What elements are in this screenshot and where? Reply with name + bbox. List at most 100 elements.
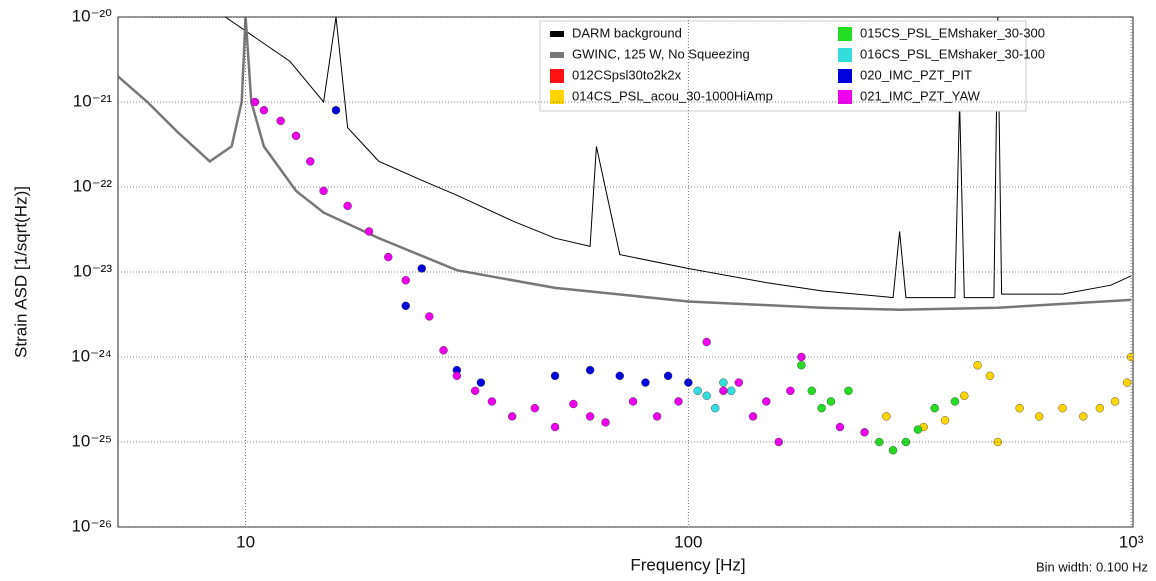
scatter-point bbox=[702, 391, 711, 400]
legend-swatch bbox=[838, 69, 852, 83]
scatter-point bbox=[306, 157, 315, 166]
scatter-point bbox=[719, 386, 728, 396]
scatter-point bbox=[641, 378, 650, 387]
scatter-point bbox=[940, 416, 950, 425]
scatter-point bbox=[487, 397, 497, 406]
scatter-point bbox=[835, 422, 845, 432]
scatter-point bbox=[663, 371, 673, 381]
scatter-point bbox=[452, 371, 462, 381]
legend-label: 012CSpsl30to2k2x bbox=[572, 67, 682, 82]
series-line bbox=[118, 17, 1132, 311]
scatter-point bbox=[719, 378, 728, 387]
scatter-point bbox=[476, 378, 486, 387]
scatter-point bbox=[1034, 412, 1044, 421]
scatter-point bbox=[364, 227, 374, 236]
legend-label: 021_IMC_PZT_YAW bbox=[860, 88, 981, 103]
scatter-point bbox=[585, 365, 595, 375]
scatter-point bbox=[860, 428, 869, 437]
scatter-point bbox=[1058, 403, 1067, 413]
scatter-point bbox=[1015, 403, 1024, 413]
scatter-point bbox=[319, 186, 328, 196]
scatter-point bbox=[786, 386, 795, 396]
scatter-point bbox=[250, 97, 260, 107]
scatter-point bbox=[601, 418, 610, 427]
scatter-point bbox=[401, 301, 410, 311]
legend-label: 014CS_PSL_acou_30-1000HiAmp bbox=[572, 88, 773, 103]
scatter-point bbox=[888, 446, 898, 455]
y-tick-label: 10⁻²⁵ bbox=[71, 431, 112, 450]
y-tick-label: 10⁻²³ bbox=[73, 261, 113, 280]
scatter-point bbox=[259, 106, 269, 115]
scatter-point bbox=[960, 391, 969, 400]
legend-label: GWINC, 125 W, No Squeezing bbox=[572, 46, 750, 61]
legend-label: 020_IMC_PZT_PIT bbox=[860, 67, 972, 82]
scatter-point bbox=[817, 403, 826, 413]
scatter-point bbox=[291, 131, 301, 141]
scatter-point bbox=[276, 116, 285, 126]
scatter-point bbox=[727, 386, 736, 396]
y-tick-label: 10⁻²¹ bbox=[73, 91, 113, 110]
scatter-point bbox=[507, 412, 517, 421]
scatter-point bbox=[882, 412, 891, 421]
legend-swatch bbox=[550, 52, 564, 58]
scatter-point bbox=[693, 386, 702, 396]
legend-label: 015CS_PSL_EMshaker_30-300 bbox=[860, 25, 1045, 40]
series-line bbox=[147, 17, 1132, 299]
y-axis-label: Strain ASD [1/sqrt(Hz)] bbox=[11, 186, 30, 358]
legend: DARM background GWINC, 125 W, No Squeezin… bbox=[539, 20, 1045, 112]
scatter-point bbox=[652, 412, 662, 421]
y-tick-label: 10⁻²⁶ bbox=[71, 516, 112, 535]
scatter-point bbox=[425, 312, 434, 321]
legend-label: 016CS_PSL_EMshaker_30-100 bbox=[860, 46, 1045, 61]
legend-label: DARM background bbox=[572, 25, 682, 40]
scatter-point bbox=[684, 378, 693, 387]
scatter-point bbox=[930, 403, 939, 413]
scatter-point bbox=[844, 386, 853, 396]
scatter-point bbox=[807, 386, 816, 396]
y-tick-label: 10⁻²² bbox=[73, 176, 113, 195]
scatter-point bbox=[797, 361, 806, 370]
scatter-point bbox=[331, 106, 341, 115]
x-tick-label: 10³ bbox=[1119, 532, 1144, 551]
scatter-point bbox=[901, 437, 911, 447]
x-tick-label: 100 bbox=[674, 532, 702, 551]
scatter-point bbox=[1095, 403, 1105, 413]
scatter-point bbox=[470, 386, 480, 396]
y-tick-label: 10⁻²⁴ bbox=[71, 346, 112, 365]
scatter-point bbox=[748, 412, 758, 421]
legend-swatch bbox=[838, 48, 852, 62]
scatter-point bbox=[1123, 378, 1132, 387]
scatter-point bbox=[615, 371, 624, 381]
legend-swatch bbox=[838, 27, 852, 41]
plot-area bbox=[118, 17, 1133, 455]
scatter-point bbox=[401, 276, 410, 285]
scatter-point bbox=[343, 201, 352, 211]
scatter-point bbox=[702, 337, 711, 347]
scatter-point bbox=[674, 397, 683, 406]
scatter-point bbox=[711, 403, 720, 413]
legend-swatch bbox=[550, 90, 564, 104]
scatter-point bbox=[762, 397, 771, 406]
scatter-point bbox=[439, 346, 448, 355]
x-tick-label: 10 bbox=[236, 532, 255, 551]
scatter-point bbox=[1110, 397, 1120, 406]
scatter-point bbox=[950, 397, 960, 406]
scatter-point bbox=[913, 425, 923, 434]
scatter-point bbox=[569, 399, 578, 409]
scatter-point bbox=[826, 397, 836, 406]
scatter-point bbox=[1079, 412, 1088, 421]
scatter-point bbox=[875, 437, 884, 447]
scatter-point bbox=[628, 397, 638, 406]
scatter-point bbox=[384, 252, 393, 262]
scatter-point bbox=[985, 371, 995, 381]
y-tick-label: 10⁻²⁰ bbox=[72, 6, 113, 25]
x-axis-label: Frequency [Hz] bbox=[630, 555, 745, 574]
scatter-point bbox=[797, 352, 806, 362]
scatter-point bbox=[550, 371, 560, 381]
scatter-point bbox=[973, 361, 982, 370]
scatter-point bbox=[585, 412, 595, 421]
scatter-point bbox=[734, 378, 743, 387]
legend-swatch bbox=[550, 31, 564, 37]
legend-box bbox=[539, 20, 1027, 112]
